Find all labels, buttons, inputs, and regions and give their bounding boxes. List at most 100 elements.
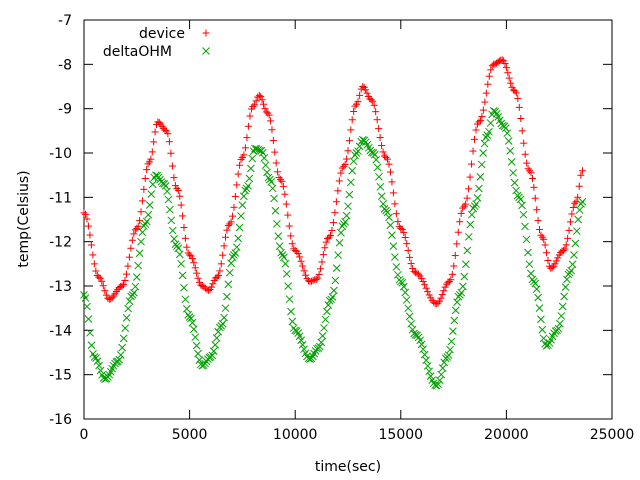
data-point: [375, 172, 383, 181]
data-point: [309, 276, 317, 284]
legend-marker-deltaohm: [202, 47, 210, 55]
data-point: [134, 222, 142, 230]
data-point: [317, 265, 325, 273]
data-point: [80, 209, 88, 217]
data-point: [224, 280, 233, 289]
data-point: [419, 277, 427, 285]
data-point: [171, 240, 180, 249]
data-point: [302, 271, 310, 279]
data-point: [223, 292, 231, 301]
data-point: [484, 80, 492, 88]
data-point: [530, 183, 538, 191]
data-point: [420, 350, 429, 359]
data-point: [282, 269, 291, 278]
data-point: [321, 315, 330, 324]
data-point: [407, 319, 416, 328]
data-point: [227, 218, 235, 226]
data-point: [370, 150, 379, 159]
data-point: [230, 203, 238, 211]
data-point: [174, 244, 183, 253]
data-point: [447, 276, 455, 284]
data-point: [465, 185, 473, 193]
data-point: [137, 237, 145, 246]
data-point: [571, 199, 579, 207]
data-point: [167, 149, 175, 157]
data-point: [569, 203, 577, 211]
data-point: [231, 192, 239, 200]
data-point: [505, 74, 513, 82]
data-point: [288, 240, 296, 248]
data-point: [217, 260, 225, 268]
data-point: [175, 250, 184, 259]
data-point: [315, 342, 324, 351]
data-point: [298, 340, 307, 349]
data-point: [363, 89, 371, 97]
data-point: [179, 212, 187, 220]
data-point: [329, 219, 337, 227]
data-point: [271, 148, 279, 156]
data-point: [119, 281, 127, 289]
data-point: [540, 235, 548, 243]
data-point: [224, 222, 232, 230]
data-point: [476, 117, 484, 125]
data-point: [512, 89, 520, 97]
data-point: [177, 201, 185, 209]
data-point: [220, 313, 228, 322]
y-tick-label: -7: [58, 13, 72, 29]
data-point: [121, 276, 129, 284]
data-point: [473, 194, 482, 202]
data-point: [223, 226, 231, 234]
data-point: [86, 328, 94, 337]
data-point: [552, 257, 560, 265]
data-point: [148, 148, 156, 156]
data-point: [166, 205, 174, 214]
data-point: [314, 274, 322, 282]
data-point: [287, 307, 295, 316]
data-point: [357, 85, 365, 93]
data-point: [517, 115, 525, 123]
series-device: [80, 56, 586, 308]
data-point: [426, 372, 435, 381]
data-point: [383, 155, 391, 163]
data-point: [385, 160, 393, 168]
data-point: [246, 164, 255, 173]
data-point: [351, 102, 359, 110]
data-point: [422, 284, 430, 292]
data-point: [267, 178, 276, 186]
data-point: [234, 170, 242, 178]
data-point: [479, 106, 487, 114]
data-point: [87, 341, 96, 350]
data-point: [284, 282, 293, 290]
data-point: [397, 224, 405, 232]
data-point: [216, 267, 224, 275]
data-point: [180, 283, 188, 292]
data-point: [218, 319, 227, 328]
data-point: [155, 119, 163, 127]
data-point: [471, 135, 479, 143]
data-point: [444, 351, 453, 359]
data-point: [407, 260, 415, 268]
data-point: [485, 127, 493, 136]
data-point: [524, 165, 532, 173]
data-point: [171, 182, 179, 190]
data-point: [128, 236, 136, 244]
x-tick-label: 10000: [273, 427, 318, 443]
data-point: [503, 129, 512, 138]
y-tick-label: -11: [49, 190, 72, 206]
data-point: [379, 200, 388, 208]
data-point: [81, 210, 89, 218]
data-point: [518, 201, 526, 210]
data-point: [469, 204, 478, 213]
data-point: [300, 267, 308, 275]
data-point: [93, 357, 102, 365]
data-point: [538, 325, 547, 334]
data-point: [409, 264, 417, 272]
data-point: [188, 318, 197, 327]
data-point: [119, 334, 128, 343]
data-point: [164, 195, 173, 204]
data-point: [422, 356, 430, 365]
data-point: [457, 288, 466, 297]
data-point: [478, 112, 486, 120]
data-point: [564, 270, 573, 279]
data-point: [518, 127, 526, 135]
